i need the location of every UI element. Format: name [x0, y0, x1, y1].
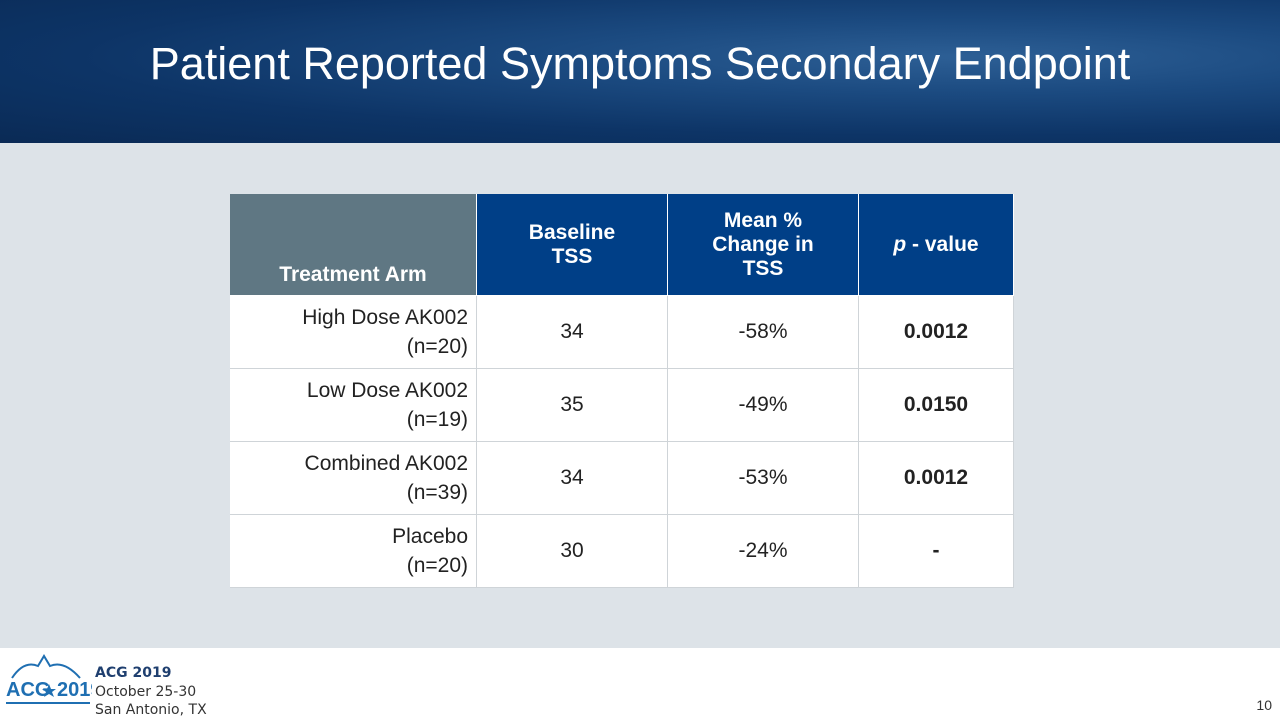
data-cell: -24%	[668, 515, 859, 588]
baseline-value: 34	[560, 320, 584, 343]
arm-name: Placebo	[392, 525, 468, 548]
arm-n: (n=19)	[406, 408, 468, 431]
data-cell: -	[859, 515, 1014, 588]
event-location: San Antonio, TX	[95, 702, 207, 718]
data-cell: -49%	[668, 369, 859, 442]
slide-title: Patient Reported Symptoms Secondary Endp…	[149, 38, 1131, 89]
data-cell: 34	[477, 296, 668, 369]
logo-rule	[6, 702, 90, 704]
arm-n: (n=20)	[406, 335, 468, 358]
header-text: p - value	[893, 233, 978, 257]
row-label: Low Dose AK002 (n=19)	[307, 376, 468, 434]
baseline-value: 35	[560, 393, 584, 416]
p-value: 0.0150	[903, 393, 969, 416]
change-value: -58%	[738, 320, 788, 343]
arm-name: Combined AK002	[304, 452, 468, 475]
change-value: -49%	[738, 393, 788, 416]
event-name: ACG 2019	[95, 665, 172, 681]
header-text: Treatment Arm	[279, 263, 427, 286]
data-cell: 0.0012	[859, 296, 1014, 369]
header-rest: - value	[906, 232, 979, 256]
data-cell: 34	[477, 442, 668, 515]
header-cell: Treatment Arm	[230, 194, 477, 296]
event-dates: October 25-30	[95, 684, 197, 700]
header-text: Baseline TSS	[528, 220, 616, 268]
row-label-cell: Low Dose AK002 (n=19)	[230, 369, 477, 442]
data-cell: -58%	[668, 296, 859, 369]
change-value: -53%	[738, 466, 788, 489]
page-number: 10	[1256, 697, 1272, 713]
logo-year: 2019	[57, 679, 92, 701]
row-label-cell: Placebo (n=20)	[230, 515, 477, 588]
banner: Patient Reported Symptoms Secondary Endp…	[0, 0, 1280, 143]
row-label: Placebo (n=20)	[392, 522, 468, 580]
row-label-cell: Combined AK002 (n=39)	[230, 442, 477, 515]
data-cell: 35	[477, 369, 668, 442]
baseline-value: 30	[560, 539, 584, 562]
header-cell: Baseline TSS	[477, 194, 668, 296]
arm-name: High Dose AK002	[302, 306, 468, 329]
p-value: 0.0012	[903, 466, 969, 489]
header-text: Mean % Change in TSS	[712, 208, 814, 280]
change-value: -24%	[738, 539, 788, 562]
data-cell: -53%	[668, 442, 859, 515]
data-cell: 30	[477, 515, 668, 588]
row-label-cell: High Dose AK002 (n=20)	[230, 296, 477, 369]
data-cell: 0.0012	[859, 442, 1014, 515]
data-cell: 0.0150	[859, 369, 1014, 442]
arm-name: Low Dose AK002	[306, 379, 468, 402]
logo-star	[42, 684, 56, 697]
baseline-value: 34	[560, 466, 584, 489]
logo-arch	[11, 654, 81, 679]
logo: ACG 2019	[6, 654, 92, 704]
arm-n: (n=20)	[406, 554, 468, 577]
arm-n: (n=39)	[406, 481, 468, 504]
logo-text: ACG	[6, 679, 50, 701]
header-cell: Mean % Change in TSS	[668, 194, 859, 296]
p-value: -	[932, 539, 940, 562]
header-cell: p - value	[859, 194, 1014, 296]
header-italic: p	[893, 232, 907, 256]
row-label: High Dose AK002 (n=20)	[302, 303, 468, 361]
row-label: Combined AK002 (n=39)	[305, 449, 468, 507]
p-value: 0.0012	[903, 320, 969, 343]
